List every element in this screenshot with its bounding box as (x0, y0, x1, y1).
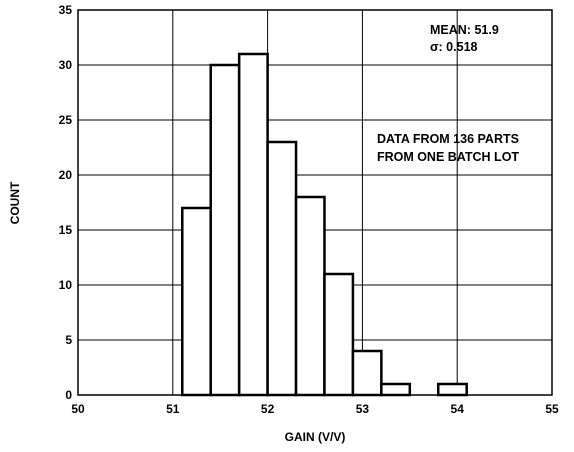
note-line-2: FROM ONE BATCH LOT (377, 150, 519, 164)
y-tick-label: 5 (65, 333, 72, 347)
histogram-bar-1 (209, 63, 241, 397)
y-tick-label: 35 (59, 3, 73, 17)
histogram-bar-5 (323, 272, 355, 397)
histogram-bar-0 (181, 206, 212, 397)
histogram-bar-3 (266, 140, 298, 397)
y-tick-label: 0 (65, 388, 72, 402)
histogram-bar-4 (294, 195, 326, 397)
histogram-bars (181, 52, 468, 397)
x-axis-label: GAIN (V/V) (285, 430, 346, 444)
y-tick-label: 15 (59, 223, 73, 237)
x-tick-label: 51 (166, 402, 180, 416)
y-tick-labels: 0 5 10 15 20 25 30 35 (59, 3, 73, 402)
x-tick-label: 55 (545, 402, 559, 416)
histogram-bar-6 (351, 349, 383, 397)
x-tick-labels: 50 51 52 53 54 55 (71, 402, 559, 416)
x-tick-label: 54 (451, 402, 465, 416)
x-tick-label: 53 (356, 402, 370, 416)
histogram-bar-7 (380, 382, 412, 397)
y-tick-label: 20 (59, 168, 73, 182)
histogram-bar-8 (436, 382, 468, 397)
y-tick-label: 25 (59, 113, 73, 127)
note-line-1: DATA FROM 136 PARTS (377, 132, 519, 146)
sigma-annotation: σ: 0.518 (430, 40, 478, 54)
histogram-bar-2 (237, 52, 269, 397)
y-tick-label: 10 (59, 278, 73, 292)
y-axis-label: COUNT (8, 181, 22, 224)
plot-frame (77, 9, 553, 396)
x-tick-label: 52 (261, 402, 275, 416)
y-tick-label: 30 (59, 58, 73, 72)
mean-annotation: MEAN: 51.9 (430, 23, 499, 37)
x-tick-label: 50 (71, 402, 85, 416)
